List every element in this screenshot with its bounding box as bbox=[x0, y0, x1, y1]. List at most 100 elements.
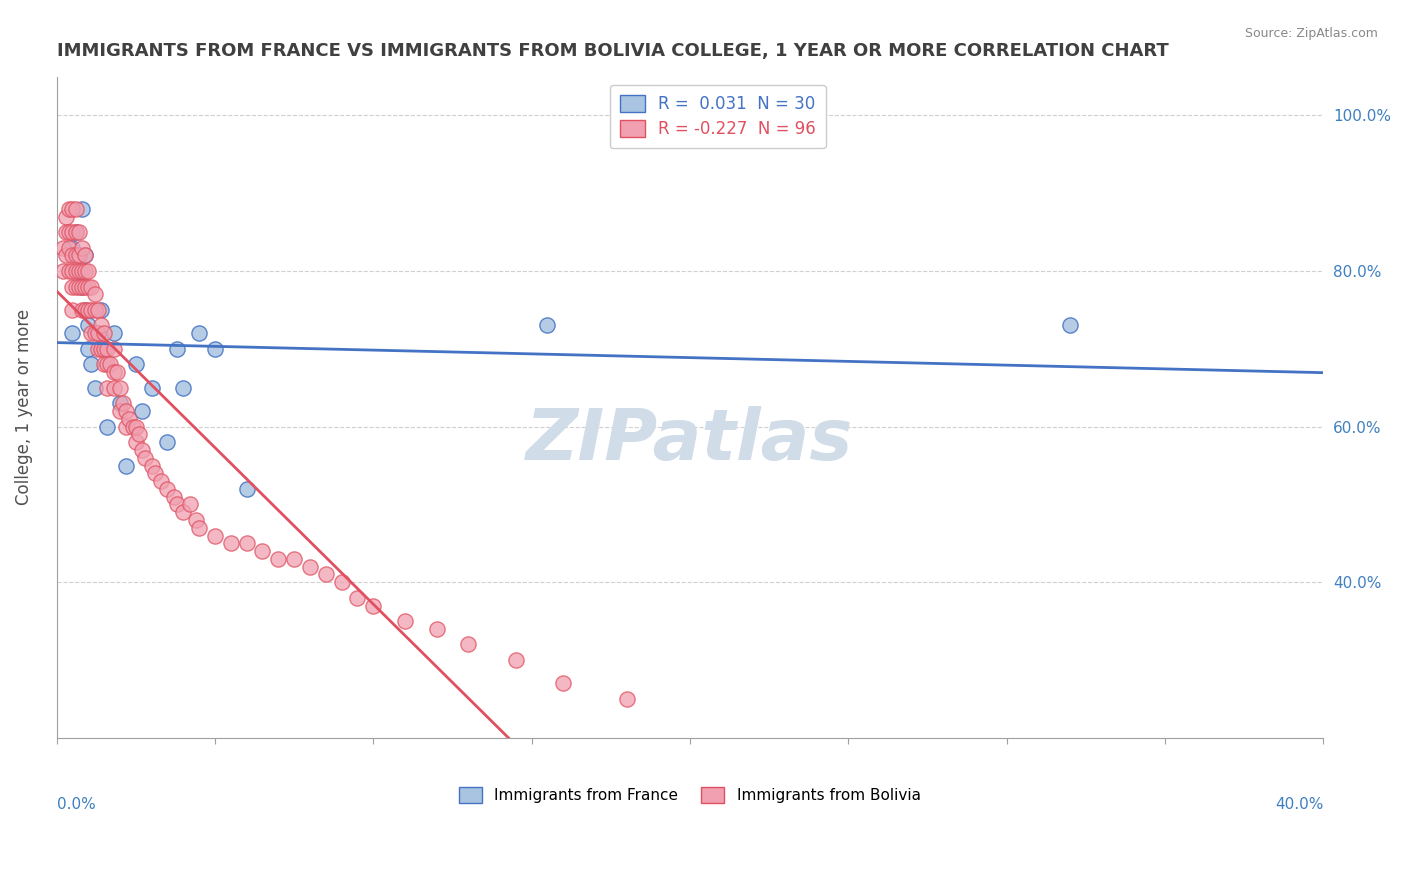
Point bbox=[83, 326, 105, 341]
Point bbox=[62, 248, 84, 262]
Point bbox=[90, 302, 112, 317]
Point bbox=[96, 342, 118, 356]
Point bbox=[252, 544, 274, 558]
Point bbox=[65, 202, 87, 216]
Point bbox=[143, 467, 166, 481]
Text: 40.0%: 40.0% bbox=[1275, 797, 1323, 813]
Point bbox=[62, 326, 84, 341]
Point bbox=[108, 381, 131, 395]
Point bbox=[70, 302, 93, 317]
Point bbox=[426, 622, 449, 636]
Point bbox=[298, 559, 321, 574]
Point bbox=[96, 419, 118, 434]
Point bbox=[83, 287, 105, 301]
Point bbox=[75, 279, 97, 293]
Point bbox=[128, 427, 150, 442]
Point bbox=[131, 442, 153, 457]
Point bbox=[93, 358, 115, 372]
Point bbox=[553, 676, 575, 690]
Point bbox=[67, 264, 90, 278]
Point bbox=[179, 497, 201, 511]
Point bbox=[115, 404, 138, 418]
Point bbox=[87, 342, 110, 356]
Point bbox=[103, 342, 125, 356]
Point bbox=[52, 264, 75, 278]
Point bbox=[103, 326, 125, 341]
Point bbox=[121, 419, 143, 434]
Point bbox=[536, 318, 558, 333]
Point bbox=[65, 264, 87, 278]
Point bbox=[219, 536, 242, 550]
Point bbox=[75, 302, 97, 317]
Point bbox=[103, 365, 125, 379]
Point bbox=[150, 474, 173, 488]
Point bbox=[70, 279, 93, 293]
Legend: Immigrants from France, Immigrants from Bolivia: Immigrants from France, Immigrants from … bbox=[453, 781, 927, 809]
Point bbox=[96, 381, 118, 395]
Point bbox=[62, 279, 84, 293]
Point bbox=[394, 614, 416, 628]
Point bbox=[58, 225, 80, 239]
Point bbox=[315, 567, 337, 582]
Point bbox=[70, 264, 93, 278]
Point bbox=[112, 396, 135, 410]
Point bbox=[55, 248, 77, 262]
Point bbox=[93, 326, 115, 341]
Point bbox=[156, 435, 179, 450]
Point bbox=[125, 358, 148, 372]
Point bbox=[62, 202, 84, 216]
Point bbox=[204, 528, 226, 542]
Text: Source: ZipAtlas.com: Source: ZipAtlas.com bbox=[1244, 27, 1378, 40]
Point bbox=[77, 279, 100, 293]
Point bbox=[163, 490, 186, 504]
Point bbox=[77, 342, 100, 356]
Point bbox=[141, 381, 163, 395]
Point bbox=[616, 691, 638, 706]
Point bbox=[77, 302, 100, 317]
Point bbox=[93, 342, 115, 356]
Point bbox=[80, 358, 103, 372]
Point bbox=[125, 419, 148, 434]
Point bbox=[75, 264, 97, 278]
Point bbox=[55, 225, 77, 239]
Point bbox=[141, 458, 163, 473]
Point bbox=[75, 248, 97, 262]
Point bbox=[188, 521, 211, 535]
Point bbox=[118, 412, 141, 426]
Point bbox=[58, 202, 80, 216]
Text: 0.0%: 0.0% bbox=[56, 797, 96, 813]
Point bbox=[58, 264, 80, 278]
Point bbox=[115, 458, 138, 473]
Point bbox=[188, 326, 211, 341]
Point bbox=[103, 381, 125, 395]
Point bbox=[67, 279, 90, 293]
Point bbox=[1059, 318, 1081, 333]
Point bbox=[125, 435, 148, 450]
Point bbox=[67, 264, 90, 278]
Point bbox=[65, 225, 87, 239]
Point bbox=[62, 225, 84, 239]
Point bbox=[346, 591, 368, 605]
Point bbox=[83, 302, 105, 317]
Point bbox=[87, 302, 110, 317]
Point bbox=[62, 264, 84, 278]
Point bbox=[80, 279, 103, 293]
Y-axis label: College, 1 year or more: College, 1 year or more bbox=[15, 310, 32, 505]
Point bbox=[87, 326, 110, 341]
Point bbox=[96, 358, 118, 372]
Text: IMMIGRANTS FROM FRANCE VS IMMIGRANTS FROM BOLIVIA COLLEGE, 1 YEAR OR MORE CORREL: IMMIGRANTS FROM FRANCE VS IMMIGRANTS FRO… bbox=[56, 42, 1168, 60]
Point bbox=[166, 497, 188, 511]
Point bbox=[75, 248, 97, 262]
Point bbox=[235, 536, 257, 550]
Point bbox=[457, 637, 479, 651]
Point bbox=[93, 342, 115, 356]
Point bbox=[58, 241, 80, 255]
Point bbox=[80, 326, 103, 341]
Point bbox=[77, 318, 100, 333]
Point bbox=[131, 404, 153, 418]
Point bbox=[283, 552, 305, 566]
Point bbox=[204, 342, 226, 356]
Point bbox=[105, 365, 128, 379]
Point bbox=[80, 302, 103, 317]
Point bbox=[172, 505, 194, 519]
